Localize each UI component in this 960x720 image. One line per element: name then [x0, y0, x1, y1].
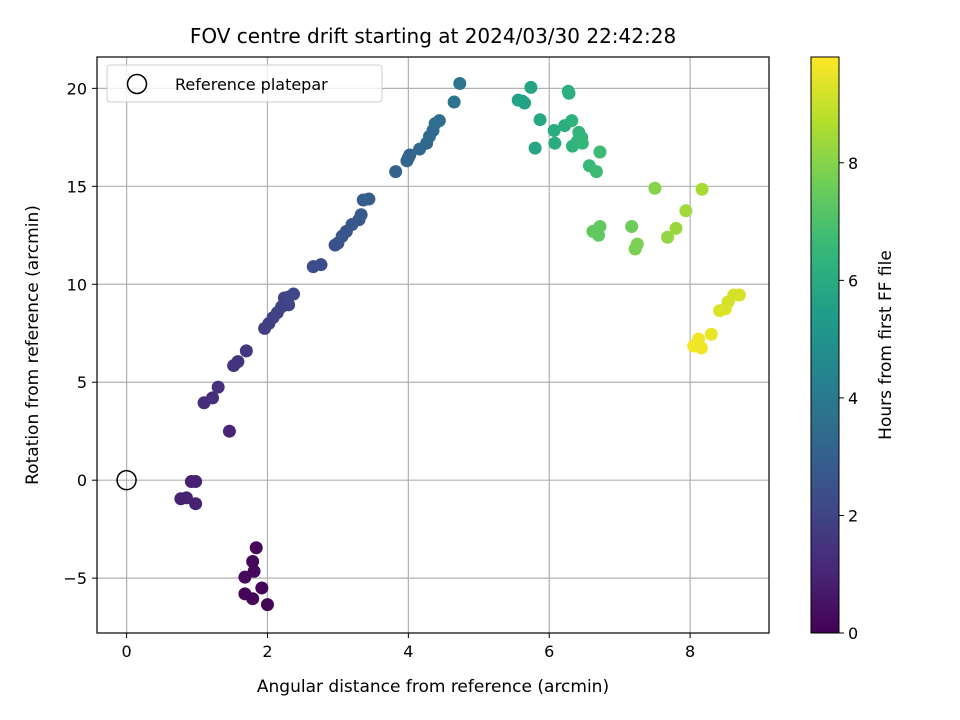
- data-point: [389, 165, 403, 179]
- colorbar: 0 2 4 6 8 Hours from first FF file: [810, 56, 896, 643]
- data-point: [669, 221, 683, 235]
- data-point: [524, 80, 538, 94]
- data-point: [732, 288, 746, 302]
- data-point: [362, 192, 376, 206]
- x-tick-label: 6: [544, 642, 554, 661]
- data-point: [704, 327, 718, 341]
- colorbar-label: Hours from first FF file: [876, 250, 896, 440]
- data-point: [589, 165, 603, 179]
- x-axis-ticks: 0 2 4 6 8: [121, 633, 695, 661]
- legend: Reference platepar: [106, 64, 383, 103]
- x-tick-label: 0: [121, 642, 131, 661]
- data-point: [679, 204, 693, 218]
- x-tick-label: 2: [262, 642, 272, 661]
- data-point: [575, 136, 589, 150]
- legend-label: Reference platepar: [175, 75, 328, 94]
- colorbar-tick-label: 6: [848, 271, 858, 290]
- data-point: [314, 258, 328, 272]
- data-point: [231, 355, 245, 369]
- data-point: [565, 114, 579, 128]
- data-point: [403, 148, 417, 162]
- plot-frame: [96, 56, 770, 634]
- data-point: [695, 182, 709, 196]
- data-point: [222, 424, 236, 438]
- y-tick-label: 20: [67, 79, 87, 98]
- reference-platepar-marker: [116, 469, 137, 491]
- y-tick-label: 5: [77, 373, 87, 392]
- data-point: [562, 86, 576, 100]
- colorbar-tick-label: 8: [848, 154, 858, 173]
- data-point: [648, 181, 662, 195]
- colorbar-gradient: [811, 57, 839, 633]
- data-point: [533, 113, 547, 127]
- data-point: [453, 76, 467, 90]
- data-point: [548, 136, 562, 150]
- y-tick-label: 10: [67, 275, 87, 294]
- data-point: [593, 145, 607, 159]
- data-point: [287, 287, 301, 301]
- x-axis-label: Angular distance from reference (arcmin): [257, 677, 609, 697]
- data-point: [238, 570, 252, 584]
- data-point: [239, 344, 253, 358]
- data-point: [694, 341, 708, 355]
- colorbar-tick-label: 2: [848, 506, 858, 525]
- chart-title: FOV centre drift starting at 2024/03/30 …: [190, 24, 676, 48]
- y-tick-label: 15: [67, 177, 87, 196]
- x-tick-label: 4: [403, 642, 413, 661]
- data-point: [354, 208, 368, 222]
- data-point: [249, 541, 263, 555]
- x-tick-label: 8: [685, 642, 695, 661]
- data-point: [547, 123, 561, 137]
- colorbar-tick-label: 0: [848, 624, 858, 643]
- data-point: [447, 95, 461, 109]
- colorbar-tick-label: 4: [848, 389, 858, 408]
- data-point: [255, 581, 269, 595]
- colorbar-ticks: 0 2 4 6 8: [839, 154, 858, 643]
- data-point: [630, 237, 644, 251]
- data-point: [206, 391, 220, 405]
- data-point: [625, 219, 639, 233]
- legend-box: [106, 64, 383, 103]
- data-point: [189, 475, 203, 489]
- y-axis-ticks: −5 0 5 10 15 20: [63, 79, 97, 588]
- legend-open-circle-icon: [126, 73, 148, 95]
- y-tick-label: −5: [63, 569, 87, 588]
- data-point: [246, 592, 260, 606]
- y-axis-label: Rotation from reference (arcmin): [23, 205, 43, 485]
- data-point: [432, 114, 446, 128]
- data-point: [528, 141, 542, 155]
- data-point: [661, 230, 675, 244]
- data-point: [211, 380, 225, 394]
- data-point: [593, 219, 607, 233]
- data-point: [246, 554, 260, 568]
- data-point: [260, 598, 274, 612]
- y-tick-label: 0: [77, 471, 87, 490]
- data-point: [518, 96, 532, 110]
- colorbar-frame: [810, 56, 840, 634]
- data-point: [189, 497, 203, 511]
- data-points: [174, 76, 746, 612]
